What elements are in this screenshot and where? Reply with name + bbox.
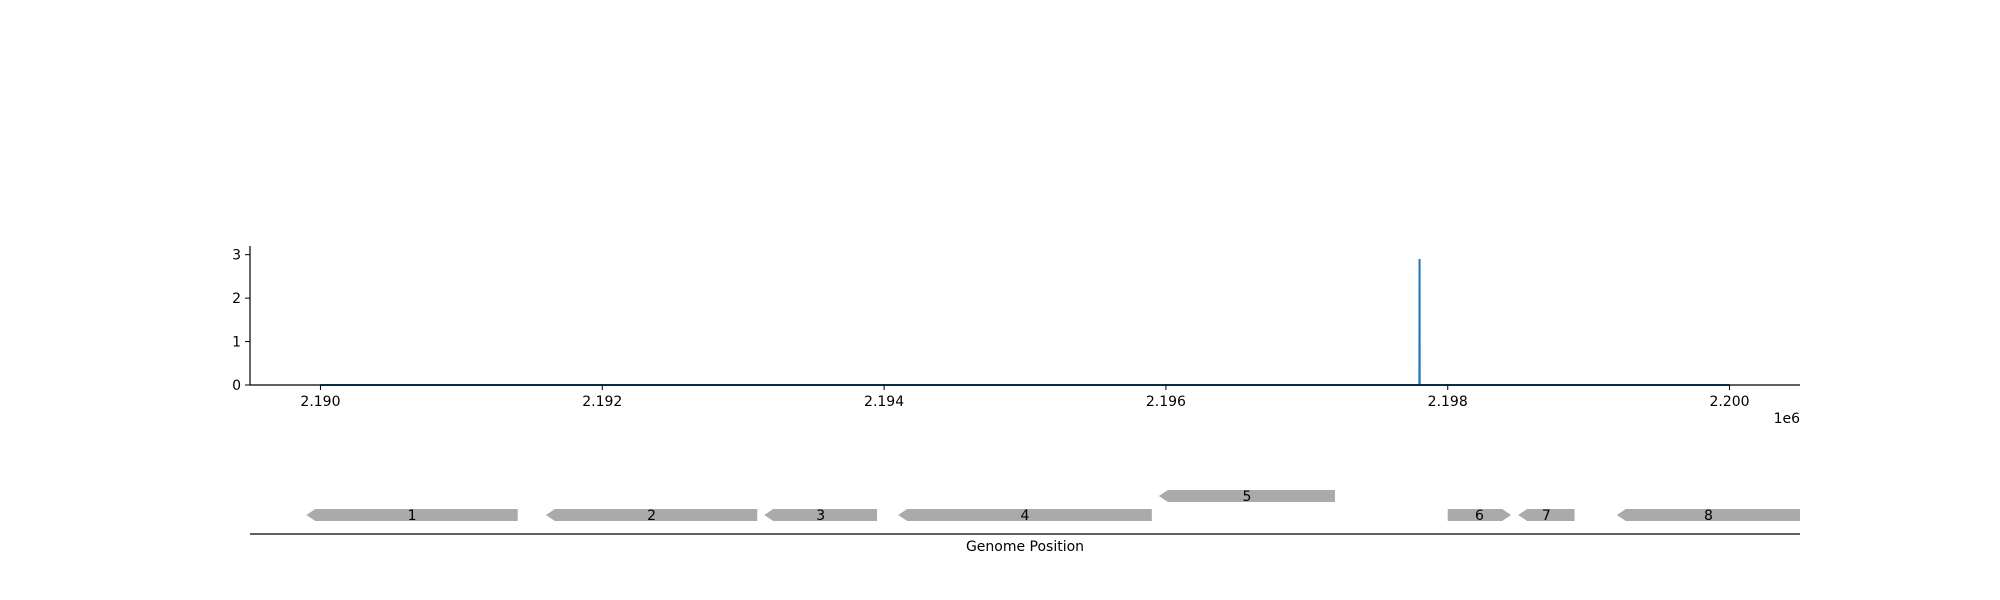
gene-arrow (1518, 509, 1575, 521)
gene-arrow (1158, 490, 1335, 502)
gene-label: 7 (1542, 508, 1551, 524)
gene-label: 8 (1704, 508, 1713, 524)
x-tick-label: 2.200 (1709, 394, 1749, 410)
coverage-series (320, 259, 1730, 386)
coverage-plot: 0 1 2 3 2.190 2.192 2.194 2.196 2.198 2.200 1e6 (232, 246, 1800, 427)
gene-label: 2 (647, 508, 656, 524)
gene-arrow (306, 509, 518, 521)
gene-arrow (1447, 509, 1512, 521)
gene-arrow (764, 509, 878, 521)
y-axis-ticks: 0 1 2 3 (232, 248, 250, 394)
gene-label: 3 (816, 508, 825, 524)
y-tick-label: 1 (232, 335, 241, 351)
gene-label: 5 (1242, 489, 1251, 505)
x-axis-offset-label: 1e6 (1774, 411, 1801, 427)
gene-arrow (1616, 509, 1800, 521)
x-tick-label: 2.192 (582, 394, 622, 410)
gene-label: 4 (1021, 508, 1030, 524)
gene-arrow (545, 509, 758, 521)
gene-label: 1 (408, 508, 417, 524)
gene-label: 6 (1475, 508, 1484, 524)
y-tick-label: 3 (232, 248, 241, 264)
x-tick-label: 2.196 (1146, 394, 1186, 410)
coverage-line (320, 259, 1730, 386)
x-axis-title: Genome Position (966, 539, 1084, 555)
x-tick-label: 2.190 (300, 394, 340, 410)
gene-track: 1 2 3 4 5 6 7 8 Genome Position (250, 489, 1800, 555)
gene-arrow (898, 509, 1152, 521)
x-axis-ticks: 2.190 2.192 2.194 2.196 2.198 2.200 (300, 385, 1750, 410)
x-tick-label: 2.198 (1428, 394, 1468, 410)
gene-features: 1 2 3 4 5 6 7 8 (306, 489, 1800, 524)
y-tick-label: 0 (232, 378, 241, 394)
y-tick-label: 2 (232, 291, 241, 307)
x-tick-label: 2.194 (864, 394, 904, 410)
